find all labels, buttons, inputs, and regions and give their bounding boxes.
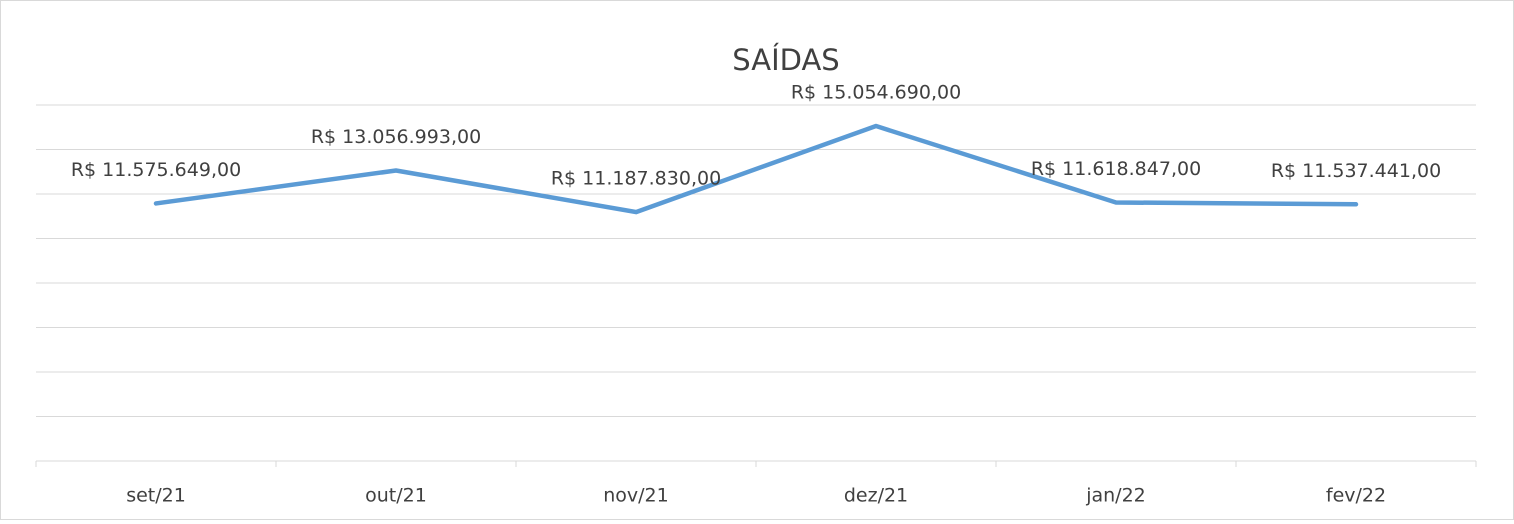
data-label: R$ 11.618.847,00 (1031, 158, 1201, 180)
x-tick-label: jan/22 (1085, 485, 1146, 507)
data-label: R$ 11.187.830,00 (551, 168, 721, 190)
data-label: R$ 11.537.441,00 (1271, 160, 1441, 182)
data-label: R$ 11.575.649,00 (71, 159, 241, 181)
x-tick-label: set/21 (126, 485, 186, 507)
x-tick-label: dez/21 (844, 485, 908, 507)
x-tick-label: fev/22 (1326, 485, 1386, 507)
data-label: R$ 13.056.993,00 (311, 126, 481, 148)
data-label: R$ 15.054.690,00 (791, 82, 961, 104)
x-tick-label: nov/21 (603, 485, 669, 507)
chart-title: SAÍDAS (732, 43, 839, 77)
x-tick-label: out/21 (365, 485, 427, 507)
line-series (153, 123, 1359, 215)
